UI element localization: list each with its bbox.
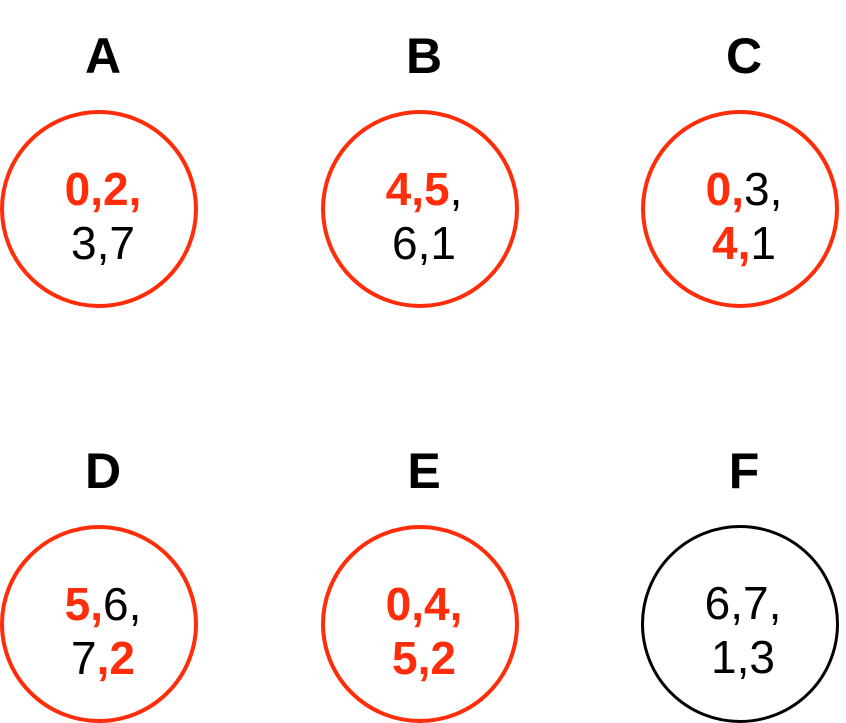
node-letter: B [405,28,443,84]
value-line: 5,6, [4,577,202,631]
node-a: A 0,2, 3,7 [0,26,206,308]
node-circle: 0,4, 5,2 [321,525,519,723]
node-circle: 6,7, 1,3 [641,525,839,723]
node-letter: D [84,443,122,499]
node-values: 0,4, 5,2 [325,577,523,685]
highlighted-value: 4,5 [385,163,450,215]
value-line: 4,1 [645,216,843,270]
value-line: 1,3 [644,630,842,684]
node-letter: C [725,28,763,84]
value-line: 0,3, [645,162,843,216]
highlighted-value: 0,2, [64,163,142,215]
node-values: 5,6, 7,2 [4,577,202,685]
node-letter: E [407,443,441,499]
value-line: 6,7, [644,576,842,630]
node-values: 0,2, 3,7 [4,162,202,270]
highlighted-value: 4, [712,217,751,269]
highlighted-value: 5,2 [392,632,456,684]
node-c: C 0,3, 4,1 [641,26,846,308]
value-line: 6,1 [325,216,523,270]
value: 3,7 [71,217,135,269]
value: 1,3 [711,631,775,683]
node-letter: A [84,28,122,84]
value-line: 0,2, [4,162,202,216]
node-circle: 5,6, 7,2 [0,525,198,723]
highlighted-value: ,2 [96,632,135,684]
value: 3, [744,163,783,215]
node-circle: 4,5, 6,1 [321,110,519,308]
node-circle: 0,3, 4,1 [641,110,839,308]
node-values: 0,3, 4,1 [645,162,843,270]
node-circle: 0,2, 3,7 [0,110,198,308]
highlighted-value: 5, [64,578,103,630]
value: 6, [103,578,142,630]
value: 1 [750,217,776,269]
node-values: 4,5, 6,1 [325,162,523,270]
highlighted-value: 0,4, [385,578,463,630]
node-e: E 0,4, 5,2 [321,441,527,723]
node-values: 6,7, 1,3 [644,576,842,684]
node-f: F 6,7, 1,3 [641,441,846,723]
value-line: 7,2 [4,631,202,685]
node-b: B 4,5, 6,1 [321,26,527,308]
value-line: 3,7 [4,216,202,270]
value: 6,1 [392,217,456,269]
value-line: 4,5, [325,162,523,216]
value-line: 0,4, [325,577,523,631]
value: 7 [71,632,97,684]
value-line: 5,2 [325,631,523,685]
node-d: D 5,6, 7,2 [0,441,206,723]
node-letter: F [728,443,760,499]
value: 6,7, [704,577,782,629]
highlighted-value: 0, [705,163,744,215]
value: , [449,163,463,215]
